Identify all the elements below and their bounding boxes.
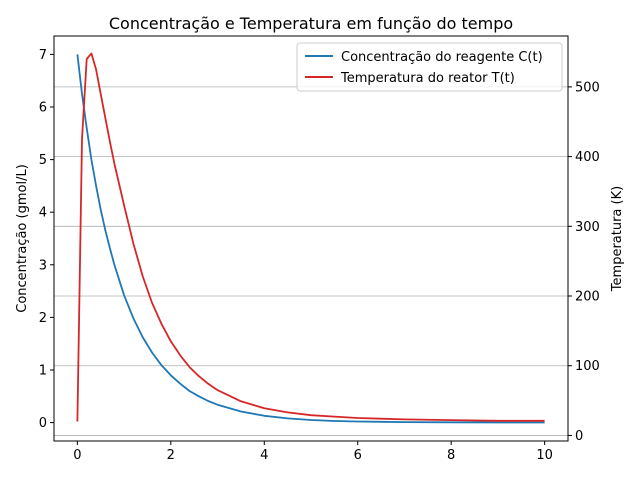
y-left-tick-label: 5 bbox=[39, 153, 47, 168]
y-axis-left-label: Concentração (gmol/L) bbox=[15, 164, 30, 313]
y-left-tick-label: 0 bbox=[39, 416, 47, 431]
y-right-tick-label: 0 bbox=[575, 429, 583, 444]
y-axis-left: 0 1 2 3 4 5 6 7 bbox=[39, 48, 54, 431]
x-tick-label: 2 bbox=[167, 448, 175, 463]
y-right-tick-label: 300 bbox=[575, 220, 600, 235]
y-left-tick-label: 7 bbox=[39, 48, 47, 63]
legend-label-temperature: Temperatura do reator T(t) bbox=[340, 71, 515, 86]
x-tick-label: 10 bbox=[536, 448, 553, 463]
x-tick-label: 6 bbox=[354, 448, 362, 463]
grid bbox=[54, 86, 568, 436]
x-tick-label: 8 bbox=[447, 448, 455, 463]
y-left-tick-label: 4 bbox=[39, 206, 47, 221]
series-lines bbox=[76, 52, 545, 424]
y-left-tick-label: 6 bbox=[39, 101, 47, 116]
y-left-tick-label: 1 bbox=[39, 363, 47, 378]
series-line-left bbox=[76, 54, 545, 424]
y-left-tick-label: 2 bbox=[39, 311, 47, 326]
y-right-tick-label: 100 bbox=[575, 359, 600, 374]
legend-label-concentration: Concentração do reagente C(t) bbox=[341, 50, 543, 65]
y-left-tick-label: 3 bbox=[39, 258, 47, 273]
x-tick-label: 0 bbox=[73, 448, 81, 463]
x-tick-label: 4 bbox=[260, 448, 268, 463]
y-right-tick-label: 200 bbox=[575, 290, 600, 305]
series-line-right bbox=[76, 52, 545, 422]
y-right-tick-label: 400 bbox=[575, 150, 600, 165]
chart-title: Concentração e Temperatura em função do … bbox=[109, 14, 513, 33]
y-axis-right: 0 100 200 300 400 500 bbox=[568, 80, 600, 444]
y-axis-right-label: Temperatura (K) bbox=[610, 186, 625, 292]
y-right-tick-label: 500 bbox=[575, 80, 600, 95]
legend-box bbox=[296, 42, 563, 92]
x-axis: 0 2 4 6 8 10 bbox=[73, 441, 553, 463]
legend: Concentração do reagente C(t) Temperatur… bbox=[296, 42, 563, 92]
plot-frame bbox=[53, 35, 569, 442]
